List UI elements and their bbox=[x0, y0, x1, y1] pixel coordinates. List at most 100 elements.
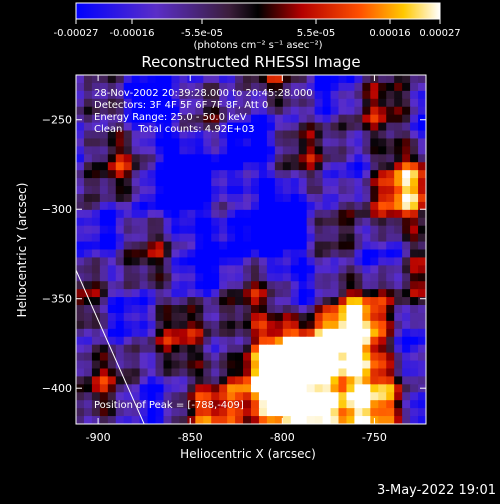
heatmap-cell bbox=[139, 320, 149, 330]
heatmap-cell bbox=[306, 416, 316, 424]
heatmap-cell bbox=[370, 305, 379, 314]
heatmap-cell bbox=[91, 106, 101, 116]
heatmap-cell bbox=[298, 209, 308, 219]
heatmap-cell bbox=[155, 265, 165, 274]
heatmap-cell bbox=[243, 416, 252, 424]
heatmap-cell bbox=[187, 328, 196, 338]
heatmap-cell bbox=[187, 82, 196, 92]
heatmap-cell bbox=[330, 320, 340, 330]
heatmap-cell bbox=[346, 265, 355, 274]
heatmap-cell bbox=[386, 146, 395, 155]
heatmap-cell bbox=[298, 178, 308, 187]
heatmap-cell bbox=[179, 138, 188, 147]
heatmap-cell bbox=[195, 328, 204, 338]
heatmap-cell bbox=[115, 257, 125, 266]
heatmap-cell bbox=[187, 408, 196, 417]
heatmap-cell bbox=[115, 360, 125, 370]
heatmap-cell bbox=[91, 170, 101, 179]
heatmap-cell bbox=[274, 82, 284, 92]
heatmap-cell bbox=[227, 225, 236, 235]
heatmap-cell bbox=[418, 376, 426, 385]
heatmap-cell bbox=[203, 352, 212, 362]
heatmap-cell bbox=[418, 130, 426, 140]
heatmap-cell bbox=[394, 154, 403, 163]
heatmap-cell bbox=[298, 217, 308, 227]
heatmap-cell bbox=[362, 154, 371, 163]
heatmap-cell bbox=[115, 130, 125, 140]
heatmap-cell bbox=[139, 138, 149, 147]
heatmap-cell bbox=[410, 408, 419, 417]
heatmap-cell bbox=[282, 352, 292, 362]
heatmap-cell bbox=[115, 305, 125, 314]
heatmap-cell bbox=[282, 201, 292, 211]
heatmap-cell bbox=[274, 201, 284, 211]
heatmap-cell bbox=[99, 344, 109, 354]
heatmap-cell bbox=[91, 98, 101, 108]
heatmap-cell bbox=[115, 162, 125, 171]
heatmap-cell bbox=[314, 225, 324, 235]
heatmap-cell bbox=[203, 75, 212, 84]
heatmap-cell bbox=[76, 257, 85, 266]
heatmap-cell bbox=[258, 384, 268, 393]
heatmap-cell bbox=[187, 90, 196, 100]
heatmap-cell bbox=[179, 75, 188, 84]
heatmap-cell bbox=[211, 75, 220, 84]
y-tick-label: −300 bbox=[42, 203, 72, 216]
heatmap-cell bbox=[107, 408, 117, 417]
heatmap-cell bbox=[330, 217, 340, 227]
heatmap-cell bbox=[131, 170, 141, 179]
heatmap-cell bbox=[83, 360, 93, 370]
heatmap-cell bbox=[115, 146, 125, 155]
colorbar-tick-label: -0.00016 bbox=[110, 28, 155, 39]
heatmap-cell bbox=[378, 209, 387, 219]
heatmap-cell bbox=[243, 241, 252, 251]
heatmap-cell bbox=[91, 114, 101, 124]
heatmap-cell bbox=[378, 75, 387, 84]
heatmap-cell bbox=[354, 328, 363, 338]
heatmap-cell bbox=[378, 305, 387, 314]
heatmap-cell bbox=[362, 114, 371, 124]
heatmap-cell bbox=[235, 289, 244, 298]
heatmap-cell bbox=[306, 217, 316, 227]
heatmap-cell bbox=[107, 209, 117, 219]
heatmap-cell bbox=[410, 146, 419, 155]
heatmap-cell bbox=[147, 257, 157, 266]
heatmap-cell bbox=[378, 122, 387, 132]
heatmap-cell bbox=[139, 241, 149, 251]
heatmap-cell bbox=[402, 281, 411, 290]
heatmap-cell bbox=[115, 138, 125, 147]
heatmap-cell bbox=[274, 146, 284, 155]
heatmap-cell bbox=[243, 368, 252, 378]
heatmap-cell bbox=[346, 201, 355, 211]
heatmap-cell bbox=[362, 193, 371, 203]
heatmap-cell bbox=[123, 273, 133, 282]
heatmap-cell bbox=[163, 114, 173, 124]
heatmap-cell bbox=[211, 328, 220, 338]
heatmap-cell bbox=[171, 368, 180, 378]
heatmap-cell bbox=[314, 162, 324, 171]
heatmap-cell bbox=[290, 289, 300, 298]
heatmap-cell bbox=[203, 193, 212, 203]
heatmap-cell bbox=[298, 249, 308, 259]
heatmap-cell bbox=[418, 368, 426, 378]
heatmap-cell bbox=[115, 320, 125, 330]
heatmap-cell bbox=[99, 289, 109, 298]
heatmap-cell bbox=[211, 336, 220, 346]
heatmap-cell bbox=[99, 416, 109, 424]
heatmap-cell bbox=[330, 122, 340, 132]
heatmap-cell bbox=[83, 376, 93, 385]
heatmap-cell bbox=[187, 241, 196, 251]
heatmap-cell bbox=[338, 392, 348, 401]
heatmap-cell bbox=[410, 312, 419, 322]
heatmap-cell bbox=[402, 209, 411, 219]
heatmap-cell bbox=[163, 305, 173, 314]
heatmap-cell bbox=[227, 90, 236, 100]
heatmap-cell bbox=[402, 186, 411, 195]
heatmap-cell bbox=[131, 416, 141, 424]
heatmap-cell bbox=[378, 344, 387, 354]
heatmap-cell bbox=[338, 162, 348, 171]
annotation-time-range: 28-Nov-2002 20:39:28.000 to 20:45:28.000 bbox=[94, 88, 313, 99]
heatmap-cell bbox=[243, 392, 252, 401]
heatmap-cell bbox=[219, 90, 228, 100]
heatmap-cell bbox=[211, 98, 220, 108]
